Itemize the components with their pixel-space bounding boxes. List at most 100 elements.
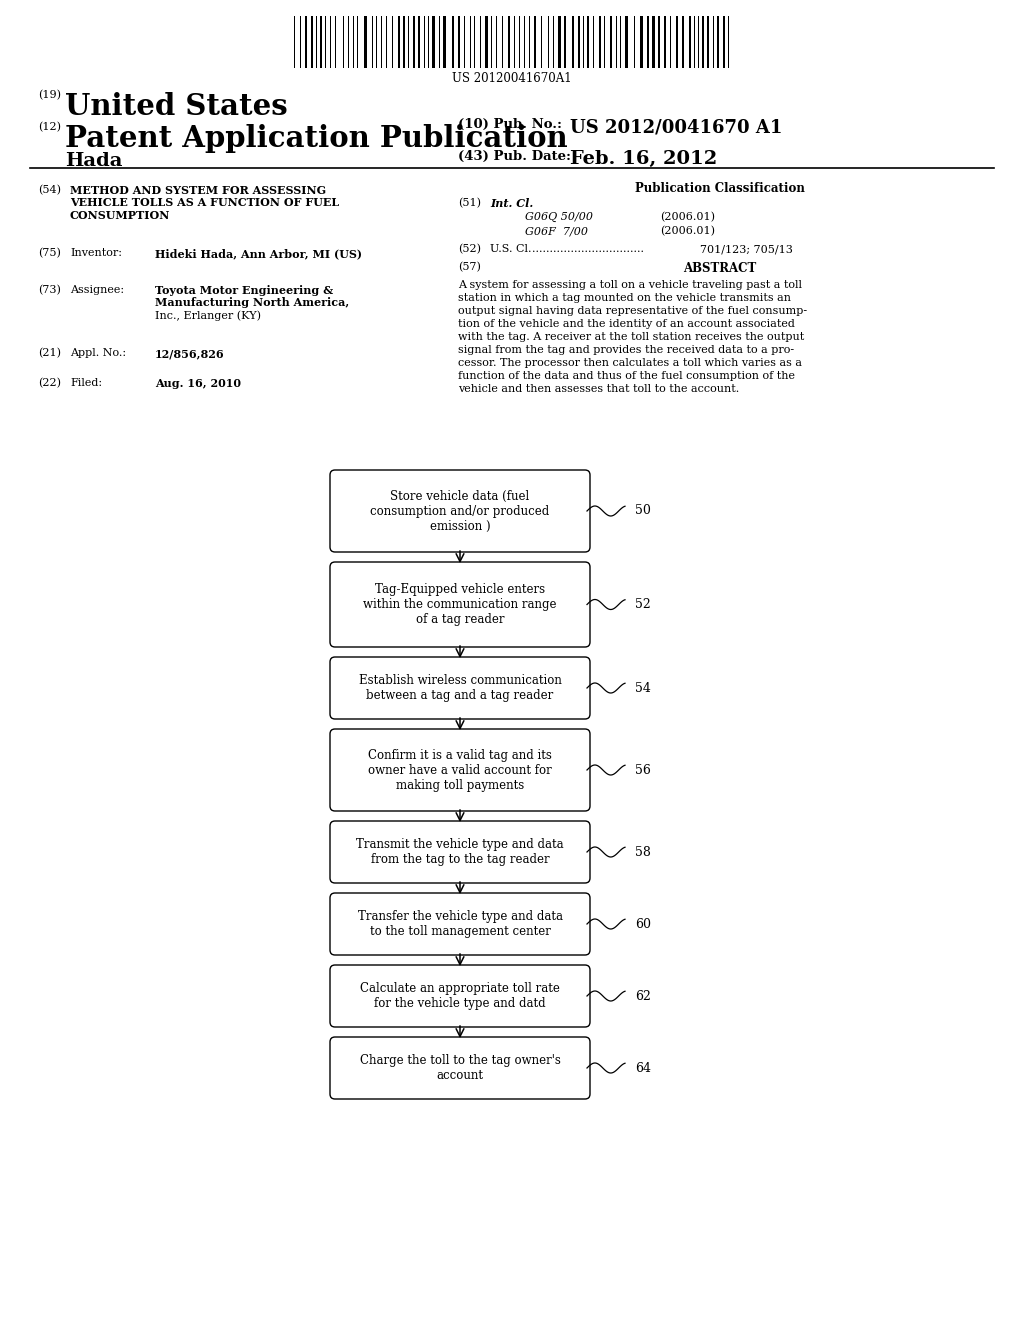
FancyBboxPatch shape bbox=[330, 470, 590, 552]
Text: 12/856,826: 12/856,826 bbox=[155, 348, 224, 359]
Bar bbox=[587, 16, 589, 69]
FancyBboxPatch shape bbox=[330, 894, 590, 954]
Text: 60: 60 bbox=[635, 917, 651, 931]
Bar bbox=[647, 16, 649, 69]
Text: G06F  7/00: G06F 7/00 bbox=[525, 226, 588, 236]
Text: (54): (54) bbox=[38, 185, 61, 195]
Text: station in which a tag mounted on the vehicle transmits an: station in which a tag mounted on the ve… bbox=[458, 293, 791, 304]
Bar bbox=[305, 16, 307, 69]
Bar bbox=[485, 16, 488, 69]
Bar bbox=[707, 16, 709, 69]
Text: cessor. The processor then calculates a toll which varies as a: cessor. The processor then calculates a … bbox=[458, 358, 802, 368]
Bar bbox=[610, 16, 612, 69]
Bar bbox=[432, 16, 435, 69]
Bar bbox=[443, 16, 446, 69]
Text: CONSUMPTION: CONSUMPTION bbox=[70, 210, 170, 220]
Text: METHOD AND SYSTEM FOR ASSESSING: METHOD AND SYSTEM FOR ASSESSING bbox=[70, 185, 326, 195]
Text: ................................: ................................ bbox=[532, 244, 644, 253]
Text: (21): (21) bbox=[38, 348, 61, 358]
Text: U.S. Cl.: U.S. Cl. bbox=[490, 244, 531, 253]
Bar bbox=[413, 16, 415, 69]
Bar bbox=[572, 16, 574, 69]
Text: Tag-Equipped vehicle enters
within the communication range
of a tag reader: Tag-Equipped vehicle enters within the c… bbox=[364, 583, 557, 626]
Bar bbox=[364, 16, 367, 69]
Text: Patent Application Publication: Patent Application Publication bbox=[65, 124, 567, 153]
Text: (52): (52) bbox=[458, 244, 481, 255]
Text: Manufacturing North America,: Manufacturing North America, bbox=[155, 297, 349, 309]
Bar bbox=[682, 16, 684, 69]
Bar bbox=[452, 16, 454, 69]
Text: (43) Pub. Date:: (43) Pub. Date: bbox=[458, 150, 571, 162]
Text: Feb. 16, 2012: Feb. 16, 2012 bbox=[570, 150, 717, 168]
Text: 58: 58 bbox=[635, 846, 651, 858]
Text: Toyota Motor Engineering &: Toyota Motor Engineering & bbox=[155, 285, 333, 296]
Text: Appl. No.:: Appl. No.: bbox=[70, 348, 126, 358]
Text: (22): (22) bbox=[38, 378, 61, 388]
Text: Hada: Hada bbox=[65, 152, 123, 170]
Text: (19): (19) bbox=[38, 90, 61, 100]
Text: tion of the vehicle and the identity of an account associated: tion of the vehicle and the identity of … bbox=[458, 319, 795, 329]
Text: Inventor:: Inventor: bbox=[70, 248, 122, 257]
Text: (12): (12) bbox=[38, 121, 61, 132]
Bar bbox=[418, 16, 420, 69]
Bar bbox=[564, 16, 566, 69]
FancyBboxPatch shape bbox=[330, 965, 590, 1027]
Text: Assignee:: Assignee: bbox=[70, 285, 124, 294]
Text: 62: 62 bbox=[635, 990, 651, 1002]
Bar bbox=[640, 16, 643, 69]
FancyBboxPatch shape bbox=[330, 657, 590, 719]
FancyBboxPatch shape bbox=[330, 1038, 590, 1100]
Text: Transfer the vehicle type and data
to the toll management center: Transfer the vehicle type and data to th… bbox=[357, 909, 562, 939]
Text: Transmit the vehicle type and data
from the tag to the tag reader: Transmit the vehicle type and data from … bbox=[356, 838, 564, 866]
Bar bbox=[458, 16, 460, 69]
Bar bbox=[652, 16, 655, 69]
Text: Publication Classification: Publication Classification bbox=[635, 182, 805, 195]
Text: 64: 64 bbox=[635, 1061, 651, 1074]
Bar bbox=[664, 16, 666, 69]
Text: Filed:: Filed: bbox=[70, 378, 102, 388]
Text: Establish wireless communication
between a tag and a tag reader: Establish wireless communication between… bbox=[358, 675, 561, 702]
Bar bbox=[534, 16, 536, 69]
Text: function of the data and thus of the fuel consumption of the: function of the data and thus of the fue… bbox=[458, 371, 795, 381]
Bar bbox=[599, 16, 601, 69]
Text: G06Q 50/00: G06Q 50/00 bbox=[525, 213, 593, 222]
Text: (51): (51) bbox=[458, 198, 481, 209]
Text: signal from the tag and provides the received data to a pro-: signal from the tag and provides the rec… bbox=[458, 345, 795, 355]
Text: (57): (57) bbox=[458, 261, 481, 272]
Text: Inc., Erlanger (KY): Inc., Erlanger (KY) bbox=[155, 310, 261, 321]
Bar bbox=[319, 16, 322, 69]
Text: 50: 50 bbox=[635, 504, 651, 517]
Bar bbox=[658, 16, 660, 69]
Text: 56: 56 bbox=[635, 763, 651, 776]
Bar bbox=[558, 16, 561, 69]
Bar bbox=[398, 16, 400, 69]
FancyBboxPatch shape bbox=[330, 562, 590, 647]
Bar bbox=[578, 16, 580, 69]
Text: (2006.01): (2006.01) bbox=[660, 213, 715, 222]
Text: Aug. 16, 2010: Aug. 16, 2010 bbox=[155, 378, 241, 389]
Text: 54: 54 bbox=[635, 681, 651, 694]
Text: 701/123; 705/13: 701/123; 705/13 bbox=[700, 244, 793, 253]
Bar bbox=[676, 16, 678, 69]
Text: Calculate an appropriate toll rate
for the vehicle type and datd: Calculate an appropriate toll rate for t… bbox=[360, 982, 560, 1010]
Text: Hideki Hada, Ann Arbor, MI (US): Hideki Hada, Ann Arbor, MI (US) bbox=[155, 248, 362, 259]
Text: (10) Pub. No.:: (10) Pub. No.: bbox=[458, 117, 562, 131]
Bar bbox=[311, 16, 313, 69]
Text: Charge the toll to the tag owner's
account: Charge the toll to the tag owner's accou… bbox=[359, 1053, 560, 1082]
Text: (2006.01): (2006.01) bbox=[660, 226, 715, 236]
Text: (75): (75) bbox=[38, 248, 60, 259]
Text: with the tag. A receiver at the toll station receives the output: with the tag. A receiver at the toll sta… bbox=[458, 333, 804, 342]
Bar bbox=[403, 16, 406, 69]
FancyBboxPatch shape bbox=[330, 821, 590, 883]
Text: United States: United States bbox=[65, 92, 288, 121]
Bar bbox=[689, 16, 691, 69]
Text: US 2012/0041670 A1: US 2012/0041670 A1 bbox=[570, 117, 782, 136]
FancyBboxPatch shape bbox=[330, 729, 590, 810]
Bar bbox=[723, 16, 725, 69]
Bar bbox=[717, 16, 719, 69]
Text: (73): (73) bbox=[38, 285, 60, 296]
Text: Store vehicle data (fuel
consumption and/or produced
emission ): Store vehicle data (fuel consumption and… bbox=[371, 490, 550, 532]
Text: output signal having data representative of the fuel consump-: output signal having data representative… bbox=[458, 306, 807, 315]
Text: ABSTRACT: ABSTRACT bbox=[683, 261, 757, 275]
Text: vehicle and then assesses that toll to the account.: vehicle and then assesses that toll to t… bbox=[458, 384, 739, 393]
